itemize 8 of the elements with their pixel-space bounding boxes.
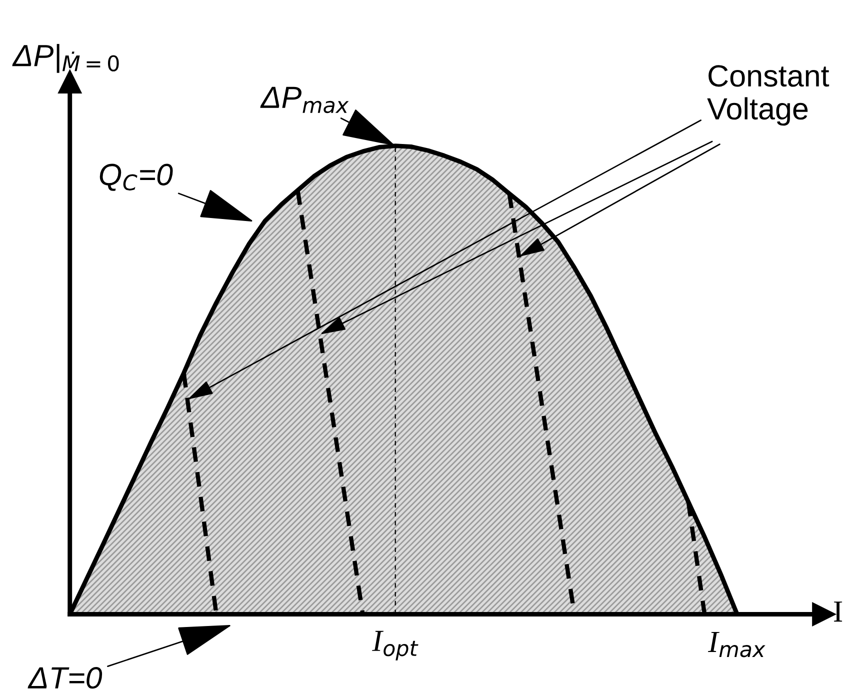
x-tick-label: I$_{opt}$ <box>372 630 418 660</box>
text: ΔT=0 <box>28 667 102 689</box>
x-tick-label: I$_{max}$ <box>708 632 766 658</box>
annotation: ΔP$_{max}$ <box>260 86 349 114</box>
x-axis-title: I <box>834 602 842 622</box>
y-axis-title: ΔP|$_{Ṁ=0}$ <box>12 44 119 73</box>
text: Constant Voltage <box>707 65 830 126</box>
annotation: Q$_{C}$=0 <box>100 164 173 191</box>
